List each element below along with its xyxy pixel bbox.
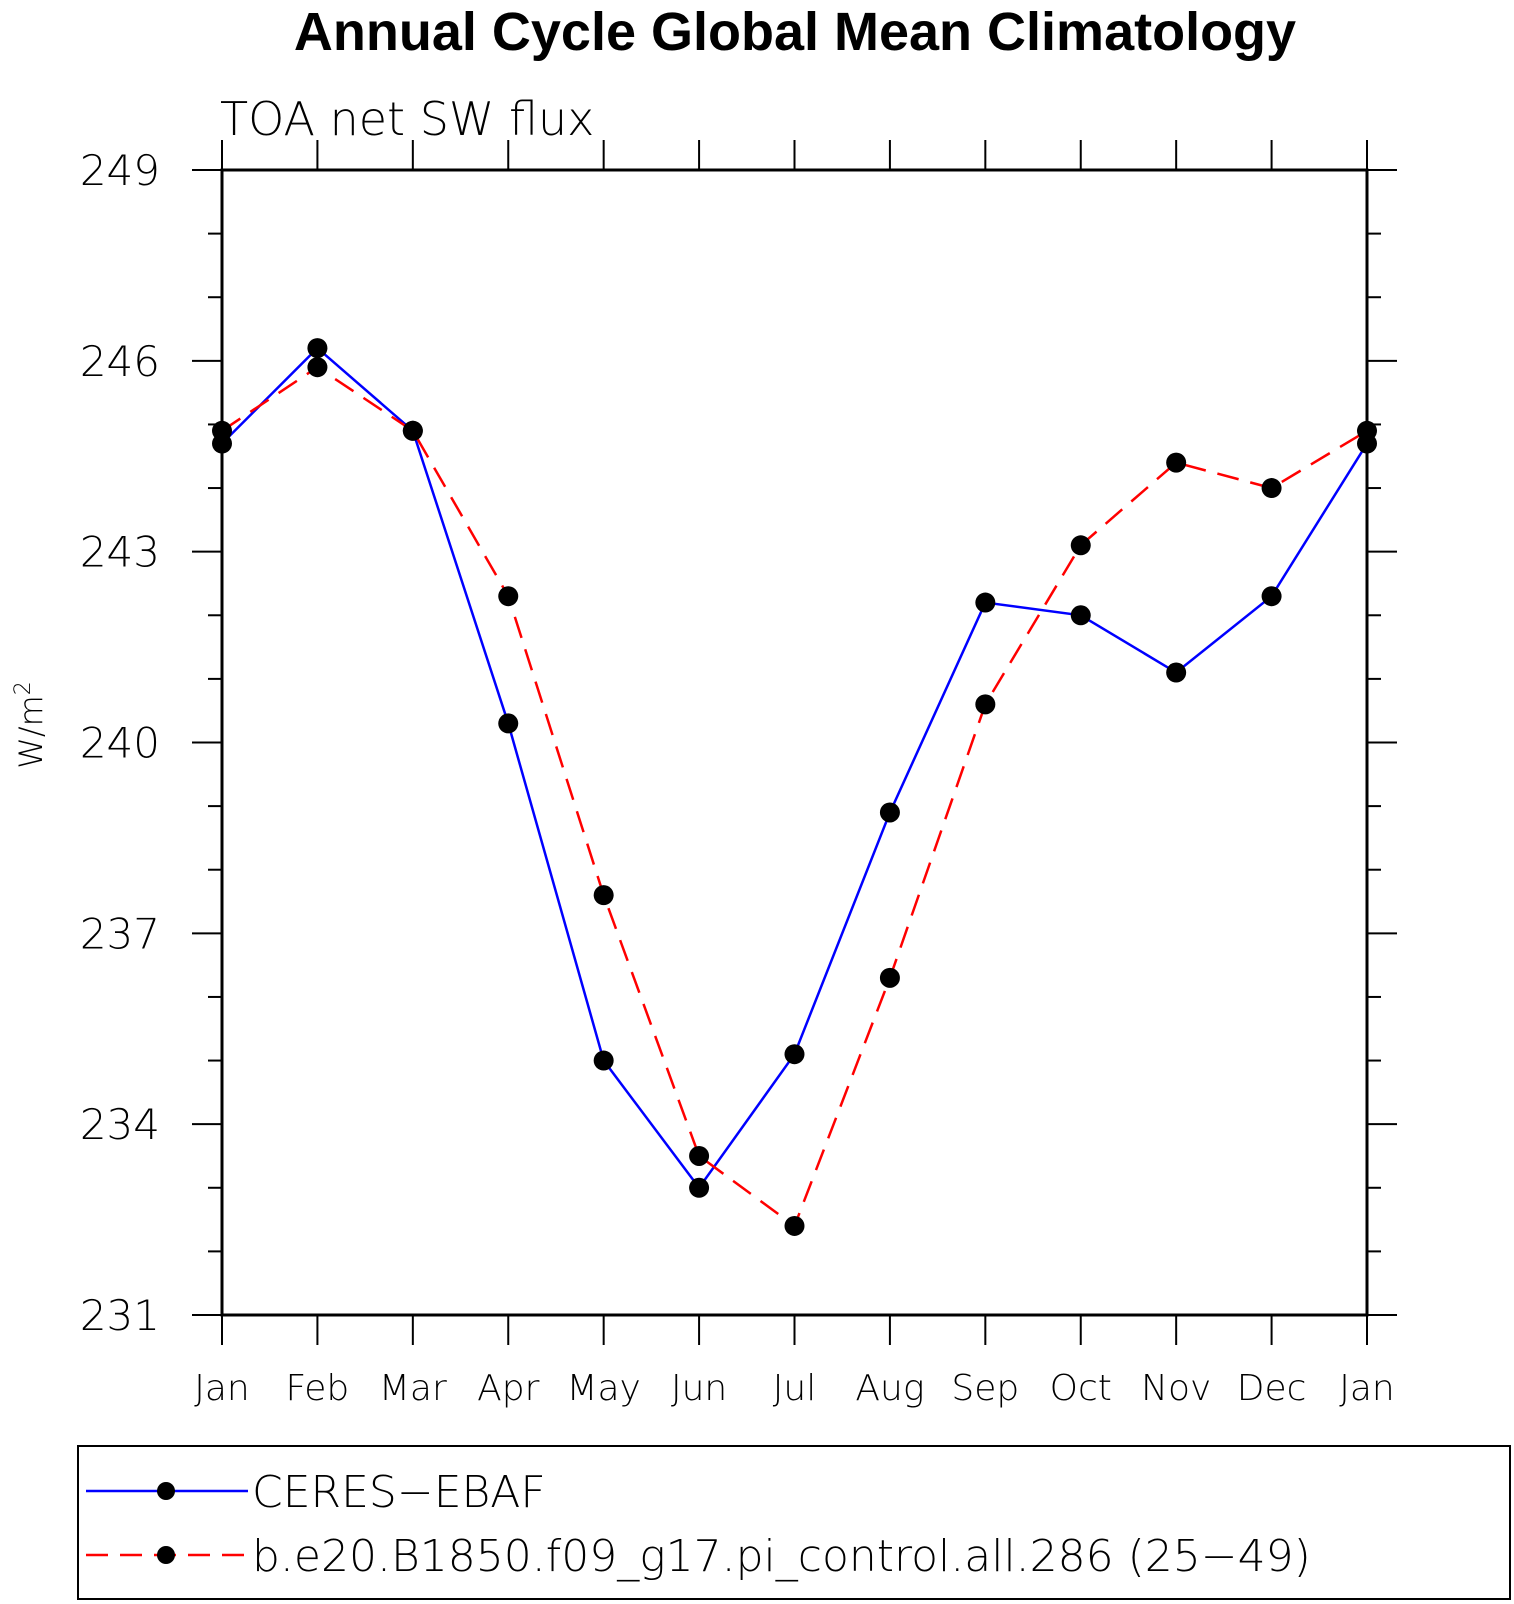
- legend-marker-2: [157, 1546, 175, 1564]
- y-tick-label: 249: [80, 146, 160, 195]
- chart-subtitle: TOA net SW flux: [220, 92, 594, 146]
- y-tick-label: 240: [80, 719, 160, 768]
- axes: 231 234 237 240 243 246 249 Jan Feb Mar Apr May Jun J…: [80, 140, 1397, 1409]
- series-2-point: [498, 586, 519, 607]
- series-1-point: [307, 338, 328, 359]
- legend-box: [77, 1445, 1511, 1600]
- series-2-point: [689, 1145, 710, 1166]
- chart-title: Annual Cycle Global Mean Climatology: [294, 2, 1296, 62]
- y-axis-label-superscript: 2: [11, 681, 36, 695]
- x-tick-label: Jul: [773, 1368, 816, 1409]
- series-2-point: [1357, 420, 1377, 441]
- series-2-point: [1166, 452, 1187, 473]
- series-2-point: [212, 420, 232, 441]
- series-layer: [212, 338, 1377, 1236]
- legend: CERES−EBAF b.e20.B1850.f09_g17.pi_control…: [86, 1467, 1311, 1582]
- x-tick-label: Feb: [286, 1368, 350, 1409]
- series-1-point: [593, 1050, 614, 1071]
- x-tick-label: Sep: [951, 1368, 1019, 1409]
- series-2-point: [1070, 535, 1091, 556]
- y-tick-label: 231: [80, 1291, 160, 1340]
- series-2-point: [784, 1215, 805, 1236]
- x-tick-label: Jan: [1339, 1368, 1395, 1409]
- plot-frame: [220, 168, 1369, 1317]
- series-1-point: [1166, 662, 1187, 683]
- series-1-point: [498, 713, 519, 734]
- series-1-point: [1261, 586, 1282, 607]
- series-2-point: [307, 357, 328, 378]
- x-tick-label: Aug: [855, 1368, 924, 1409]
- legend-marker-1: [157, 1482, 175, 1500]
- y-tick-label: 237: [80, 909, 160, 958]
- series-2-point: [593, 885, 614, 906]
- x-tick-label: Jan: [194, 1368, 250, 1409]
- series-1-point: [975, 592, 996, 613]
- x-tick-label: May: [566, 1368, 640, 1409]
- x-tick-label: Oct: [1050, 1368, 1112, 1409]
- series-1-point: [784, 1044, 805, 1065]
- y-tick-label: 234: [80, 1100, 160, 1149]
- y-tick-label: 246: [80, 337, 160, 386]
- series-1-point: [689, 1177, 710, 1198]
- x-tick-label: Nov: [1141, 1368, 1211, 1409]
- series-1-point: [1070, 605, 1091, 626]
- series-2-point: [1261, 478, 1282, 499]
- series-2-point: [402, 420, 423, 441]
- x-tick-label: Dec: [1237, 1368, 1307, 1409]
- x-tick-label: Mar: [379, 1368, 447, 1409]
- y-axis-label-text: W/m: [12, 695, 50, 769]
- x-tick-label: Jun: [671, 1368, 727, 1409]
- y-tick-label: 243: [80, 528, 160, 577]
- series-1-point: [879, 802, 900, 823]
- series-2-point: [975, 694, 996, 715]
- legend-label-2: b.e20.B1850.f09_g17.pi_control.all.286 (…: [252, 1531, 1311, 1582]
- series-line-2: [221, 365, 1368, 1228]
- x-tick-label: Apr: [477, 1368, 539, 1409]
- y-axis-label: W/m2: [11, 681, 50, 769]
- legend-label-1: CERES−EBAF: [252, 1467, 546, 1518]
- series-2-point: [879, 967, 900, 988]
